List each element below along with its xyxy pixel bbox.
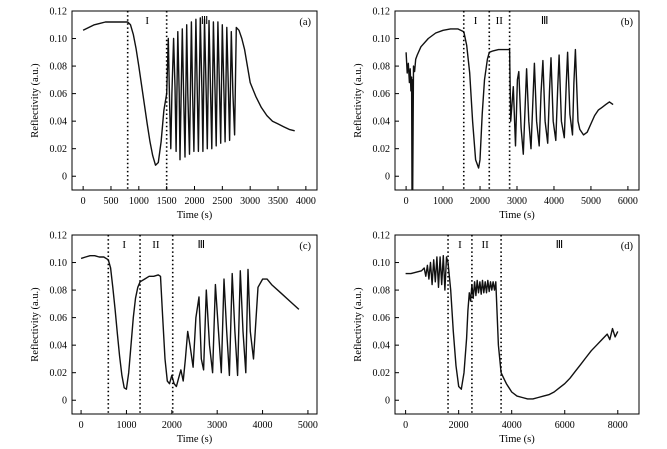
plot-frame	[394, 234, 640, 415]
x-tick-label: 6000	[618, 196, 638, 207]
x-tick-label: 0	[81, 196, 86, 207]
panel-tag: (b)	[621, 17, 634, 28]
x-tick-label: 3500	[268, 196, 288, 207]
reflectivity-series-line	[405, 28, 614, 190]
x-axis-title: Time (s)	[499, 434, 535, 445]
region-label: I	[122, 239, 126, 251]
region-label: Ⅲ	[541, 15, 549, 27]
x-axis-title: Time (s)	[177, 210, 213, 221]
y-tick-label: 0.10	[373, 34, 391, 45]
chart-panel-3: 0 0.02 0.04 0.06 0.08 0.10 0.12 0 1000 2000 3000 40…	[30, 231, 318, 446]
x-tick-label: 1000	[116, 420, 136, 431]
x-tick-label: 2000	[162, 420, 182, 431]
y-tick-label: 0	[62, 396, 67, 407]
region-label: II	[152, 239, 160, 251]
y-axis-title: Reflectivity (a.u.)	[353, 63, 364, 138]
x-tick-label: 0	[79, 420, 84, 431]
y-tick-label: 0.04	[373, 341, 391, 352]
panel-tag: (d)	[621, 241, 634, 252]
x-tick-label: 500	[103, 196, 118, 207]
y-tick-label: 0.10	[50, 258, 68, 269]
y-tick-label: 0	[62, 172, 67, 183]
region-label: Ⅲ	[198, 239, 206, 251]
y-tick-label: 0	[385, 172, 390, 183]
x-tick-label: 1000	[433, 196, 453, 207]
x-tick-label: 4000	[296, 196, 316, 207]
x-tick-label: 8000	[608, 420, 628, 431]
y-axis-title: Reflectivity (a.u.)	[353, 287, 364, 362]
x-tick-label: 5000	[581, 196, 601, 207]
y-tick-label: 0.12	[373, 7, 391, 18]
x-tick-label: 0	[404, 196, 409, 207]
y-tick-label: 0.12	[50, 7, 68, 18]
x-tick-label: 1500	[157, 196, 177, 207]
region-label: II	[482, 239, 490, 251]
x-tick-label: 2500	[212, 196, 232, 207]
y-tick-label: 0.08	[50, 286, 68, 297]
x-tick-label: 3000	[240, 196, 260, 207]
y-tick-label: 0.06	[373, 89, 391, 100]
y-tick-label: 0.10	[373, 258, 391, 269]
y-tick-label: 0.04	[373, 117, 391, 128]
x-tick-label: 2000	[185, 196, 205, 207]
y-tick-label: 0.02	[373, 368, 391, 379]
x-tick-label: 3000	[507, 196, 527, 207]
x-axis-title: Time (s)	[177, 434, 213, 445]
y-axis-title: Reflectivity (a.u.)	[30, 63, 41, 138]
y-tick-label: 0.02	[373, 144, 391, 155]
panel-tag: (a)	[299, 17, 311, 28]
x-tick-label: 4000	[253, 420, 273, 431]
region-label: I	[145, 15, 149, 27]
reflectivity-series-line	[80, 255, 300, 390]
region-label: Ⅲ	[201, 15, 209, 27]
y-tick-label: 0.08	[50, 62, 68, 73]
y-tick-label: 0.08	[373, 62, 391, 73]
chart-panel-4: 0 0.02 0.04 0.06 0.08 0.10 0.12 0 2000 4000 6000 80…	[353, 231, 640, 445]
chart-panel-2: 0 0.02 0.04 0.06 0.08 0.10 0.12 0 1000 2000 3000 40…	[353, 7, 640, 221]
y-tick-label: 0.10	[50, 34, 68, 45]
y-tick-label: 0.04	[50, 117, 68, 128]
region-label: I	[458, 239, 462, 251]
y-tick-label: 0.12	[50, 231, 68, 242]
y-tick-label: 0.12	[373, 231, 391, 242]
region-label: II	[496, 15, 504, 27]
x-tick-label: 4000	[502, 420, 522, 431]
y-tick-label: 0.04	[50, 341, 68, 352]
x-tick-label: 5000	[298, 420, 318, 431]
region-label: I	[474, 15, 478, 27]
x-tick-label: 0	[403, 420, 408, 431]
x-tick-label: 2000	[449, 420, 469, 431]
x-tick-label: 2000	[470, 196, 490, 207]
y-tick-label: 0	[385, 396, 390, 407]
x-axis-title: Time (s)	[499, 210, 535, 221]
y-axis-title: Reflectivity (a.u.)	[30, 287, 41, 362]
reflectivity-series-line	[82, 17, 295, 166]
x-tick-label: 1000	[129, 196, 149, 207]
panel-tag: (c)	[299, 241, 311, 252]
x-tick-label: 6000	[555, 420, 575, 431]
y-tick-label: 0.06	[50, 313, 68, 324]
chart-panel-1: 0 0.02 0.04 0.06 0.08 0.10 0.12 0 500 1000 1500 200…	[30, 7, 318, 221]
y-tick-label: 0.06	[50, 89, 68, 100]
y-tick-label: 0.08	[373, 286, 391, 297]
plot-frame	[71, 234, 318, 415]
y-tick-label: 0.06	[373, 313, 391, 324]
y-tick-label: 0.02	[50, 368, 68, 379]
reflectivity-series-line	[405, 255, 619, 400]
region-label: Ⅲ	[556, 239, 564, 251]
y-tick-label: 0.02	[50, 144, 68, 155]
x-tick-label: 4000	[544, 196, 564, 207]
x-tick-label: 3000	[207, 420, 227, 431]
